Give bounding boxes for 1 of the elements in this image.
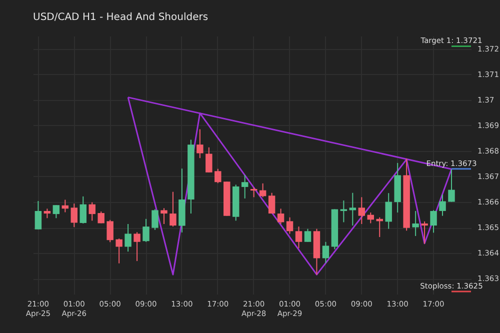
chart-title: USD/CAD H1 - Head And Shoulders <box>33 12 208 23</box>
